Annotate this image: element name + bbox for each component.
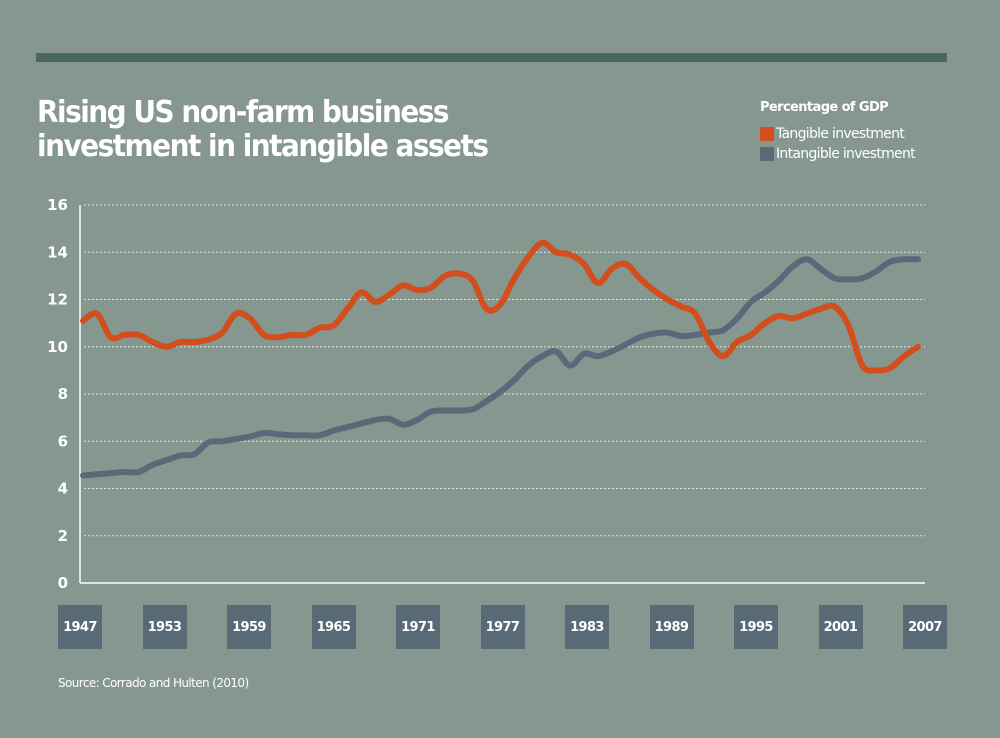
legend-swatch-tangible xyxy=(760,127,774,141)
source-note: Source: Corrado and Hulten (2010) xyxy=(58,676,249,690)
series-lines xyxy=(80,239,921,479)
y-axis-tick-labels: 0 2 4 6 8 10 12 14 16 xyxy=(47,196,68,592)
legend-label-tangible: Tangible investment xyxy=(776,126,905,142)
legend-item-tangible: Tangible investment xyxy=(760,124,915,144)
series-line-tangible xyxy=(80,239,921,374)
legend-title: Percentage of GDP xyxy=(760,100,889,115)
legend-swatch-intangible xyxy=(760,147,774,161)
y-tick-label: 4 xyxy=(58,480,68,498)
y-tick-label: 16 xyxy=(47,196,68,214)
x-tick-label-1989: 1989 xyxy=(649,605,694,649)
x-tick-label-1977: 1977 xyxy=(480,605,525,649)
legend: Percentage of GDP Tangible investment In… xyxy=(760,100,916,164)
y-tick-label: 14 xyxy=(47,243,68,261)
y-tick-label: 0 xyxy=(58,574,68,592)
y-tick-label: 2 xyxy=(58,527,68,545)
x-tick-label-1971: 1971 xyxy=(396,605,440,649)
x-tick-label-1953: 1953 xyxy=(142,605,187,649)
y-tick-label: 12 xyxy=(47,291,68,309)
x-tick-label-1959: 1959 xyxy=(227,605,271,649)
header-accent-bar xyxy=(36,53,947,62)
series-line-intangible xyxy=(80,256,921,479)
x-tick-label-1947: 1947 xyxy=(58,605,102,649)
y-tick-label: 6 xyxy=(58,432,68,450)
legend-item-intangible: Intangible investment xyxy=(760,144,916,164)
chart-title-line-2: investment in intangible assets xyxy=(37,129,489,164)
gridlines xyxy=(84,204,925,537)
x-tick-label-1995: 1995 xyxy=(734,605,778,649)
x-tick-label-2001: 2001 xyxy=(818,605,863,649)
x-tick-label-1983: 1983 xyxy=(565,605,609,649)
y-tick-label: 8 xyxy=(58,385,68,403)
chart-title-line-1: Rising US non-farm business xyxy=(37,95,450,130)
chart-title: Rising US non-farm business investment i… xyxy=(37,95,489,164)
x-tick-label-1965: 1965 xyxy=(311,605,356,649)
legend-label-intangible: Intangible investment xyxy=(776,146,916,162)
y-tick-label: 10 xyxy=(47,338,68,356)
x-tick-label-2007: 2007 xyxy=(903,605,947,649)
